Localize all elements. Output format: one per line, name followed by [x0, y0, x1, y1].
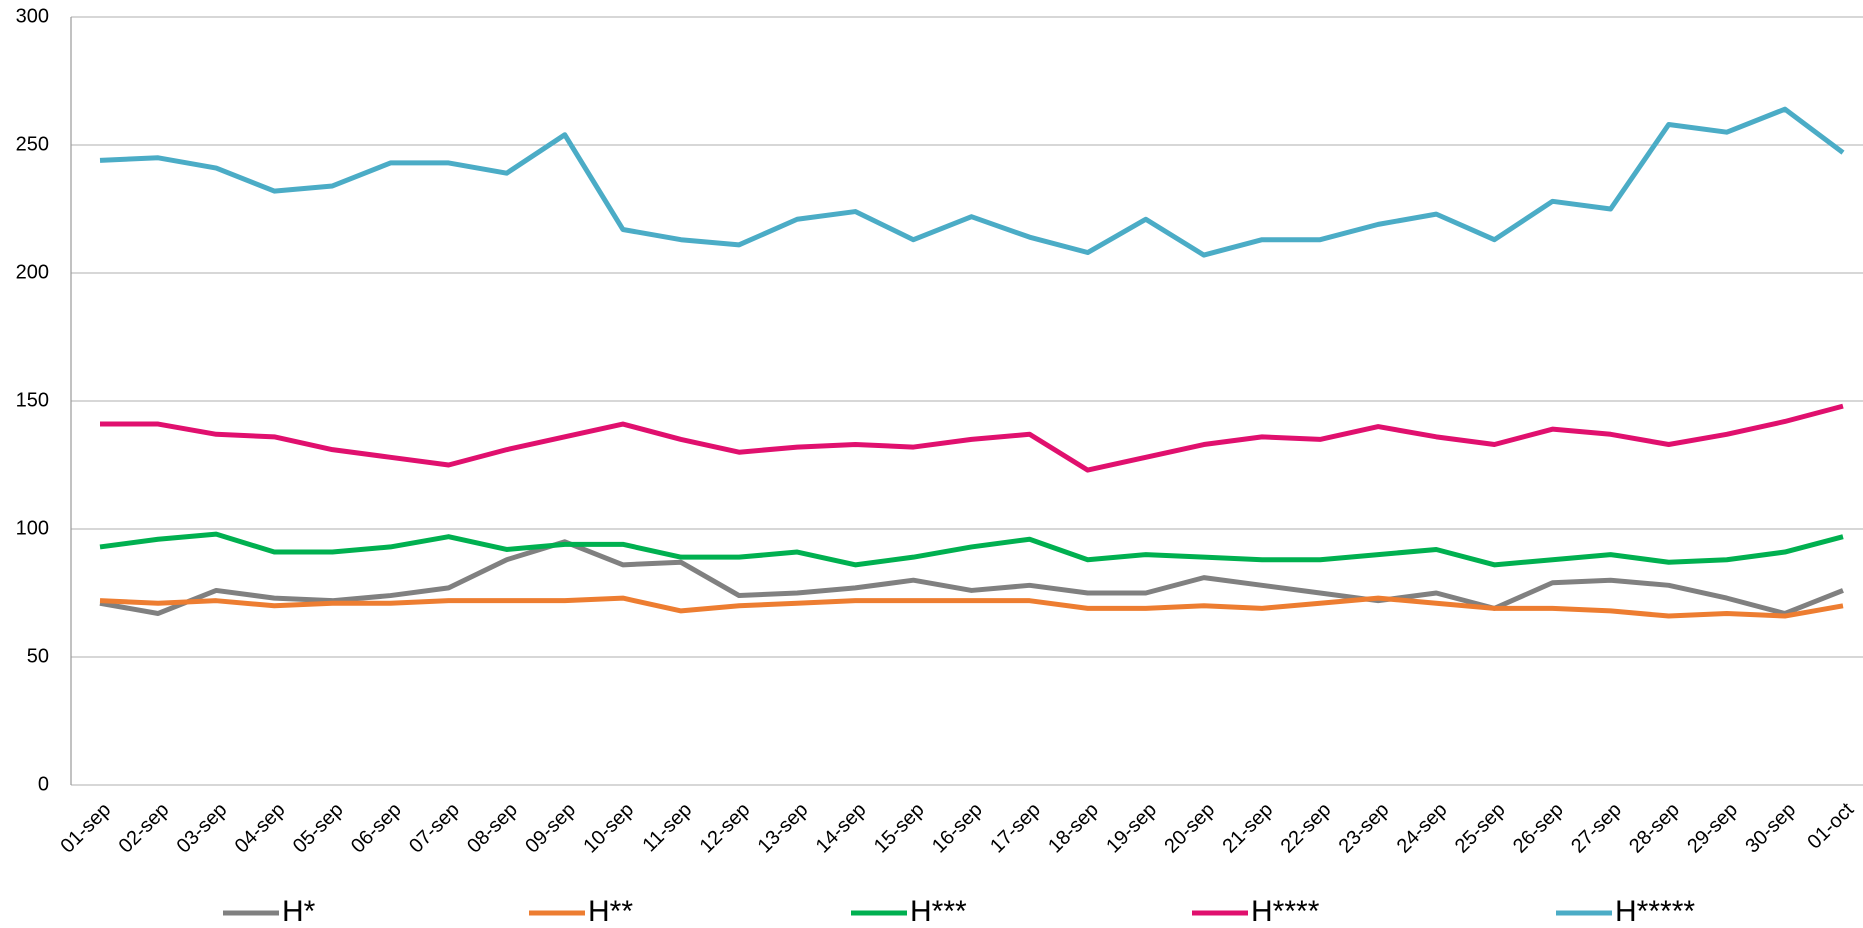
- x-tick-label: 08-sep: [463, 799, 522, 858]
- y-tick-label: 100: [16, 517, 49, 539]
- x-tick-label: 11-sep: [639, 799, 697, 857]
- x-tick-label: 24-sep: [1393, 799, 1452, 858]
- x-tick-label: 28-sep: [1625, 799, 1684, 858]
- y-tick-label: 150: [16, 389, 49, 411]
- x-tick-label: 07-sep: [405, 799, 464, 858]
- x-tick-label: 26-sep: [1509, 799, 1568, 858]
- x-tick-label: 12-sep: [696, 799, 755, 858]
- x-tick-label: 09-sep: [521, 799, 580, 858]
- x-tick-label: 20-sep: [1160, 799, 1219, 858]
- x-tick-label: 25-sep: [1451, 799, 1510, 858]
- y-tick-label: 250: [16, 133, 49, 155]
- x-tick-label: 16-sep: [928, 799, 987, 858]
- x-tick-label: 04-sep: [231, 799, 290, 858]
- series-line: [99, 106, 1845, 258]
- legend-label: H***: [910, 895, 967, 928]
- x-tick-label: 13-sep: [754, 799, 813, 858]
- x-tick-label: 17-sep: [986, 799, 1045, 858]
- series-line: [99, 539, 1844, 616]
- series-line: [99, 531, 1844, 568]
- x-tick-label: 23-sep: [1335, 799, 1394, 858]
- x-tick-label: 27-sep: [1567, 799, 1626, 858]
- series-line: [99, 595, 1844, 619]
- x-tick-label: 14-sep: [812, 799, 871, 858]
- y-tick-label: 50: [27, 645, 49, 667]
- x-tick-label: 03-sep: [173, 799, 232, 858]
- x-tick-label: 15-sep: [870, 799, 929, 858]
- x-tick-label: 19-sep: [1102, 799, 1161, 858]
- legend-label: H*: [282, 895, 316, 928]
- x-tick-label: 05-sep: [289, 799, 348, 858]
- x-tick-label: 02-sep: [115, 799, 174, 858]
- legend-label: H**: [588, 895, 633, 928]
- legend-label: H*****: [1615, 895, 1695, 928]
- y-tick-label: 300: [16, 5, 49, 27]
- legend-label: H****: [1251, 895, 1320, 928]
- x-tick-label: 29-sep: [1683, 799, 1742, 858]
- x-tick-label: 30-sep: [1741, 799, 1800, 858]
- x-tick-label: 10-sep: [579, 799, 638, 858]
- x-tick-label: 22-sep: [1277, 799, 1336, 858]
- x-tick-label: 18-sep: [1044, 799, 1103, 858]
- x-tick-label: 21-sep: [1218, 799, 1277, 858]
- x-tick-label: 06-sep: [347, 799, 406, 858]
- x-tick-label: 01-sep: [56, 799, 115, 858]
- x-tick-label: 01-oct: [1803, 798, 1858, 853]
- y-tick-label: 200: [16, 261, 49, 283]
- y-tick-label: 0: [38, 773, 49, 795]
- series-line: [100, 403, 1844, 473]
